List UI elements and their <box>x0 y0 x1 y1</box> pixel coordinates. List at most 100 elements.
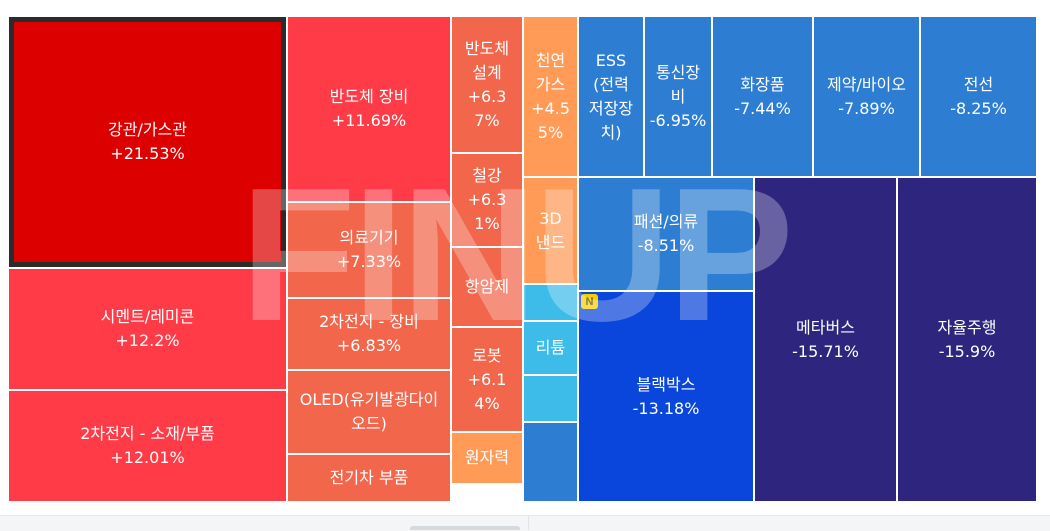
treemap-tile[interactable]: 천연 가스 +4.5 5% <box>523 16 578 177</box>
treemap-tile[interactable]: 로봇 +6.1 4% <box>451 327 523 432</box>
tile-content: 2차전지 - 소재/부품 +12.01% <box>80 422 215 470</box>
tile-change: +12.01% <box>110 448 185 467</box>
tile-name: 리튬 <box>535 338 566 357</box>
tile-name: 천연 가스 <box>535 50 566 94</box>
tile-content: 전선 -8.25% <box>950 73 1007 121</box>
tile-content: 통신장 비 -6.95% <box>650 61 707 133</box>
tile-change: -8.25% <box>950 98 1007 118</box>
tile-name: 시멘트/레미콘 <box>100 307 195 326</box>
tile-change: +6.3 1% <box>467 190 507 233</box>
tile-content: 메타버스 -15.71% <box>792 316 859 364</box>
tile-content: 원자력 <box>465 446 509 470</box>
tile-content: 철강 +6.3 1% <box>468 164 507 236</box>
tile-change: +6.83% <box>336 336 402 355</box>
tile-name: 2차전지 - 소재/부품 <box>80 424 215 443</box>
treemap-tile[interactable]: 원자력 <box>451 432 523 484</box>
tile-name: 3D 낸드 <box>535 208 566 252</box>
footer-tab[interactable] <box>410 526 520 530</box>
tile-name: 통신장 비 <box>655 62 701 106</box>
footer-divider <box>528 516 529 530</box>
tile-content: 의료기기 +7.33% <box>337 226 401 274</box>
tile-content: 천연 가스 +4.5 5% <box>531 49 570 145</box>
treemap-tile[interactable]: 반도체 설계 +6.3 7% <box>451 16 523 153</box>
tile-name: 메타버스 <box>796 317 855 337</box>
tile-name: 강관/가스관 <box>108 120 187 139</box>
tile-name: OLED(유기발광다이 오드) <box>299 390 439 433</box>
tile-content: 패션/의류 -8.51% <box>634 210 698 258</box>
tile-change: +12.2% <box>115 331 180 350</box>
tile-name: 반도체 설계 <box>464 38 510 82</box>
tile-content: ESS (전력 저장장 치) <box>589 49 633 145</box>
tile-change: +7.33% <box>336 252 402 271</box>
tile-content: 로봇 +6.1 4% <box>468 344 507 416</box>
tile-name: ESS (전력 저장장 치) <box>588 50 634 142</box>
treemap-tile[interactable]: 블랙박스 -13.18% N <box>578 291 754 502</box>
tile-name: 제약/바이오 <box>827 74 906 94</box>
treemap-tile[interactable]: 철강 +6.3 1% <box>451 153 523 247</box>
tile-name: 원자력 <box>464 448 510 467</box>
tile-content: 블랙박스 -13.18% <box>633 373 700 421</box>
treemap-tile[interactable]: 시멘트/레미콘 +12.2% <box>8 268 287 390</box>
tile-content: 항암제 <box>465 275 509 299</box>
treemap-tile[interactable]: 항암제 <box>451 247 523 327</box>
treemap-tile[interactable]: 반도체 장비 +11.69% <box>287 16 451 202</box>
tile-change: -6.95% <box>649 110 707 130</box>
tile-change: -7.89% <box>838 98 895 118</box>
tile-change: +4.5 5% <box>531 98 570 142</box>
tile-content: 2차전지 - 장비 +6.83% <box>319 310 419 358</box>
treemap-tile[interactable]: 리튬 <box>523 321 578 375</box>
tile-change: -7.44% <box>734 98 791 118</box>
tile-change: +11.69% <box>331 111 407 130</box>
treemap-tile[interactable] <box>523 375 578 422</box>
treemap-tile[interactable]: 전기차 부품 <box>287 454 451 502</box>
tile-content: 제약/바이오 -7.89% <box>827 73 906 121</box>
tile-change: -8.51% <box>637 236 695 255</box>
tile-content: 강관/가스관 +21.53% <box>108 118 187 166</box>
tile-name: 자율주행 <box>937 317 997 337</box>
tile-content: OLED(유기발광다이 오드) <box>300 388 439 436</box>
tile-content: 리튬 <box>536 336 565 360</box>
treemap-tile[interactable]: 제약/바이오 -7.89% <box>813 16 920 177</box>
treemap-tile[interactable]: 자율주행 -15.9% <box>897 177 1037 502</box>
tile-content: 화장품 -7.44% <box>734 73 791 121</box>
tile-change: +21.53% <box>110 144 185 163</box>
tile-change: +6.1 4% <box>467 369 507 413</box>
footer-bar <box>0 515 1050 531</box>
treemap-tile[interactable]: 강관/가스관 +21.53% <box>8 16 287 268</box>
treemap-tile[interactable]: 전선 -8.25% <box>920 16 1037 177</box>
tile-change: -15.9% <box>938 341 996 361</box>
tile-name: 항암제 <box>464 277 510 296</box>
tile-content: 반도체 설계 +6.3 7% <box>465 37 509 133</box>
treemap-tile[interactable]: OLED(유기발광다이 오드) <box>287 370 451 454</box>
tile-name: 철강 <box>472 166 502 185</box>
tile-content: 3D 낸드 <box>536 207 565 255</box>
tile-name: 2차전지 - 장비 <box>319 312 419 331</box>
tile-content: 시멘트/레미콘 +12.2% <box>101 305 195 353</box>
treemap-tile[interactable]: 의료기기 +7.33% <box>287 202 451 298</box>
new-badge-icon: N <box>581 294 598 309</box>
tile-name: 전기차 부품 <box>329 468 409 487</box>
treemap-tile[interactable]: 패션/의류 -8.51% <box>578 177 754 291</box>
tile-content: 반도체 장비 +11.69% <box>330 85 409 133</box>
treemap-tile[interactable] <box>523 284 578 321</box>
tile-name: 반도체 장비 <box>329 87 409 106</box>
tile-name: 의료기기 <box>339 228 399 247</box>
treemap-tile[interactable]: 2차전지 - 장비 +6.83% <box>287 298 451 370</box>
tile-name: 화장품 <box>740 74 785 94</box>
tile-name: 패션/의류 <box>633 212 699 231</box>
tile-content: 전기차 부품 <box>330 466 409 490</box>
tile-change: -13.18% <box>632 398 700 418</box>
treemap-tile[interactable]: ESS (전력 저장장 치) <box>578 16 644 177</box>
treemap-tile[interactable] <box>523 422 578 502</box>
tile-name: 전선 <box>963 74 994 94</box>
treemap-tile[interactable]: 화장품 -7.44% <box>712 16 813 177</box>
treemap-tile[interactable]: 메타버스 -15.71% <box>754 177 897 502</box>
treemap-tile[interactable]: 3D 낸드 <box>523 177 578 284</box>
tile-content: 자율주행 -15.9% <box>938 316 997 364</box>
treemap-tile[interactable]: 통신장 비 -6.95% <box>644 16 712 177</box>
tile-change: +6.3 7% <box>467 86 507 130</box>
tile-name: 로봇 <box>472 345 502 365</box>
tile-name: 블랙박스 <box>636 374 696 394</box>
treemap-tile[interactable]: 2차전지 - 소재/부품 +12.01% <box>8 390 287 502</box>
